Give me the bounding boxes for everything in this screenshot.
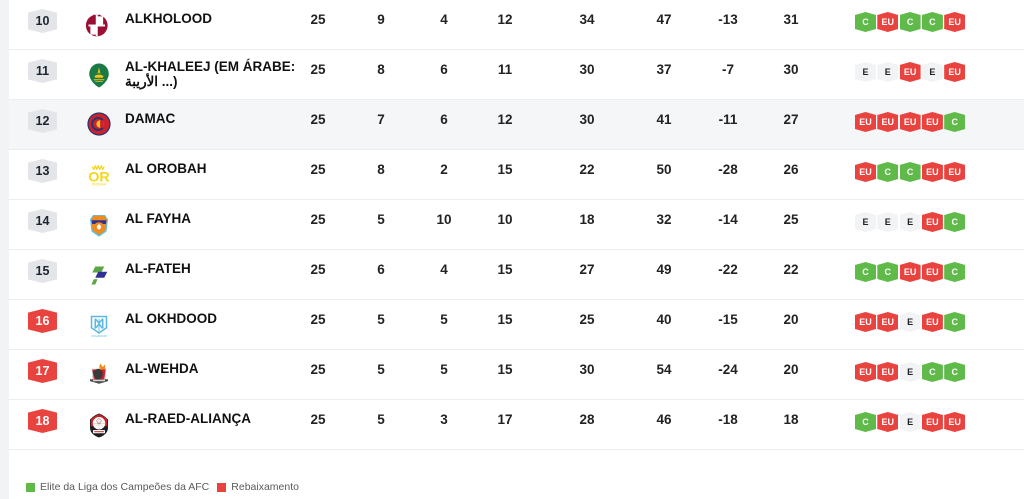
svg-text:OROBAH: OROBAH (92, 182, 107, 186)
svg-text:OKHDOOD: OKHDOOD (91, 334, 107, 338)
